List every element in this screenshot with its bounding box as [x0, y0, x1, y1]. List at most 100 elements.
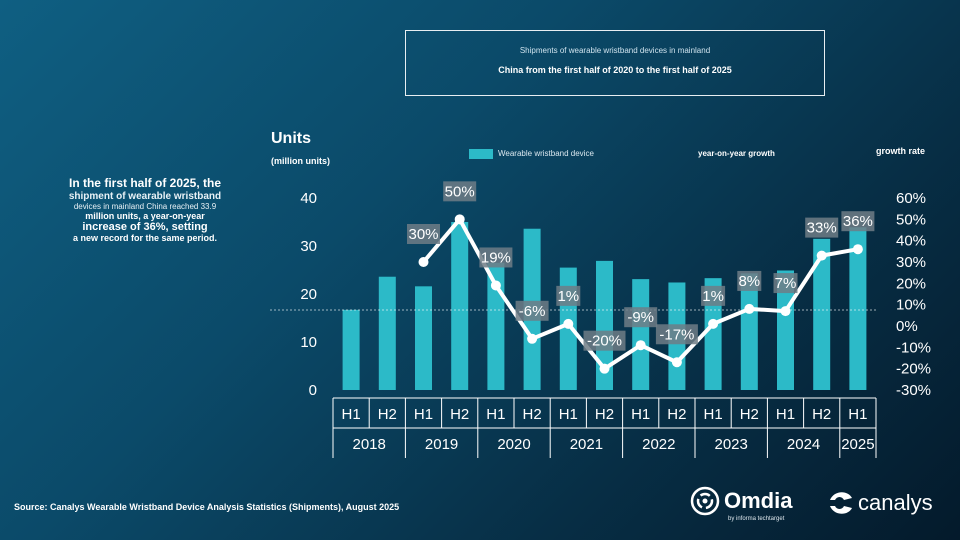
growth-label-box	[841, 211, 875, 232]
x-tick-label: H2	[740, 406, 759, 423]
left-axis-tick-label: 10	[300, 334, 317, 351]
right-axis-tick-label: 20%	[896, 275, 926, 292]
growth-data-label: 36%	[843, 213, 873, 230]
growth-point	[852, 244, 863, 255]
growth-label-box	[443, 181, 477, 202]
bar	[777, 270, 794, 390]
growth-data-label: 8%	[738, 273, 760, 290]
growth-label-box	[479, 247, 513, 268]
legend-bar-label: Wearable wristband device	[498, 149, 594, 158]
year-label: 2022	[642, 436, 675, 453]
bar	[740, 273, 758, 390]
x-tick-label: H2	[523, 406, 542, 423]
left-axis-tick-label: 0	[309, 382, 317, 399]
growth-point	[635, 340, 646, 351]
growth-point	[816, 250, 827, 261]
x-tick-label: H2	[378, 406, 397, 423]
growth-label-box	[583, 330, 626, 351]
year-label: 2024	[787, 436, 820, 453]
chart-title-line2: China from the first half of 2020 to the…	[498, 65, 732, 75]
omdia-wordmark: Omdia	[724, 488, 793, 513]
x-tick-label: H2	[595, 406, 614, 423]
growth-point	[418, 257, 429, 267]
x-tick-label: H1	[776, 406, 795, 423]
x-tick-label: H1	[559, 406, 578, 423]
bar	[813, 238, 831, 390]
legend-line-label: year-on-year growth	[698, 149, 775, 158]
growth-label-box	[773, 273, 798, 294]
bar	[342, 309, 360, 390]
growth-label-box	[701, 285, 726, 306]
omdia-tagline: by informa techtarget	[728, 516, 785, 522]
growth-label-box	[556, 285, 581, 306]
growth-point	[599, 363, 610, 374]
canalys-wordmark: canalys	[858, 490, 933, 515]
growth-data-label: 19%	[481, 249, 511, 266]
summary-line-4: million units, a year-on-year	[85, 211, 205, 221]
x-tick-label: H1	[848, 406, 867, 423]
summary-line-5: increase of 36%, setting	[82, 221, 208, 233]
summary-line-2: shipment of wearable wristband	[68, 191, 222, 202]
right-axis-tick-label: 50%	[896, 211, 926, 228]
bar	[632, 279, 650, 390]
year-label: 2020	[497, 436, 530, 453]
growth-data-label: -6%	[519, 303, 546, 320]
omdia-logo: Omdia by informa techtarget	[690, 486, 793, 522]
growth-label-box	[737, 270, 762, 291]
growth-point	[454, 214, 465, 225]
growth-point	[527, 333, 538, 344]
bar	[451, 222, 469, 390]
growth-data-label: 1%	[702, 288, 724, 305]
growth-label-box	[805, 217, 839, 238]
right-axis-tick-label: 10%	[896, 297, 926, 314]
growth-point	[744, 303, 755, 314]
omdia-mark-icon	[690, 486, 720, 516]
year-label: 2025	[841, 436, 874, 453]
chart-title-box: Shipments of wearable wristband devices …	[405, 30, 825, 96]
bar	[596, 260, 613, 390]
year-label: 2023	[715, 436, 748, 453]
x-tick-label: H2	[812, 406, 831, 423]
left-axis-tick-label: 30	[300, 238, 317, 255]
growth-data-label: 50%	[445, 183, 475, 200]
growth-point	[671, 357, 682, 368]
left-axis-title: Units	[271, 130, 311, 147]
growth-label-box	[655, 324, 698, 345]
year-label: 2018	[353, 436, 386, 453]
summary-text: In the first half of 2025, the shipment …	[28, 176, 262, 243]
summary-line-3: devices in mainland China reached 33.9	[73, 202, 217, 211]
right-axis-tick-label: 40%	[896, 233, 926, 250]
right-axis-title: growth rate	[876, 146, 926, 156]
right-axis-tick-label: 60%	[896, 190, 926, 207]
x-tick-label: H2	[667, 406, 686, 423]
growth-data-label: 30%	[408, 226, 438, 243]
x-tick-label: H1	[414, 406, 433, 423]
right-axis-tick-label: -10%	[896, 339, 931, 356]
x-tick-label: H2	[450, 406, 469, 423]
summary-line-6: a new record for the same period.	[72, 233, 218, 243]
growth-data-label: -9%	[627, 309, 654, 326]
x-tick-label: H1	[631, 406, 650, 423]
year-label: 2021	[570, 436, 603, 453]
x-tick-label: H1	[342, 406, 361, 423]
growth-data-label: 33%	[807, 220, 837, 237]
growth-data-label: 7%	[775, 275, 797, 292]
summary-line-1: In the first half of 2025, the	[68, 176, 222, 190]
left-axis-unit: (million units)	[271, 156, 330, 166]
canalys-mark-icon	[830, 492, 852, 514]
right-axis-tick-label: 30%	[896, 254, 926, 271]
growth-point	[490, 280, 501, 291]
growth-label-box	[515, 300, 549, 321]
growth-data-label: -20%	[587, 333, 622, 350]
year-label: 2019	[425, 436, 458, 453]
growth-point	[563, 318, 574, 329]
right-axis-tick-label: -20%	[896, 361, 931, 378]
growth-data-label: 1%	[557, 288, 579, 305]
legend-bar-swatch	[469, 149, 493, 159]
right-axis-tick-label: 0%	[896, 318, 918, 335]
chart-title-line1: Shipments of wearable wristband devices …	[519, 46, 711, 55]
growth-data-label: -17%	[659, 326, 694, 343]
canalys-logo: canalys	[830, 490, 933, 515]
bar	[415, 286, 432, 390]
